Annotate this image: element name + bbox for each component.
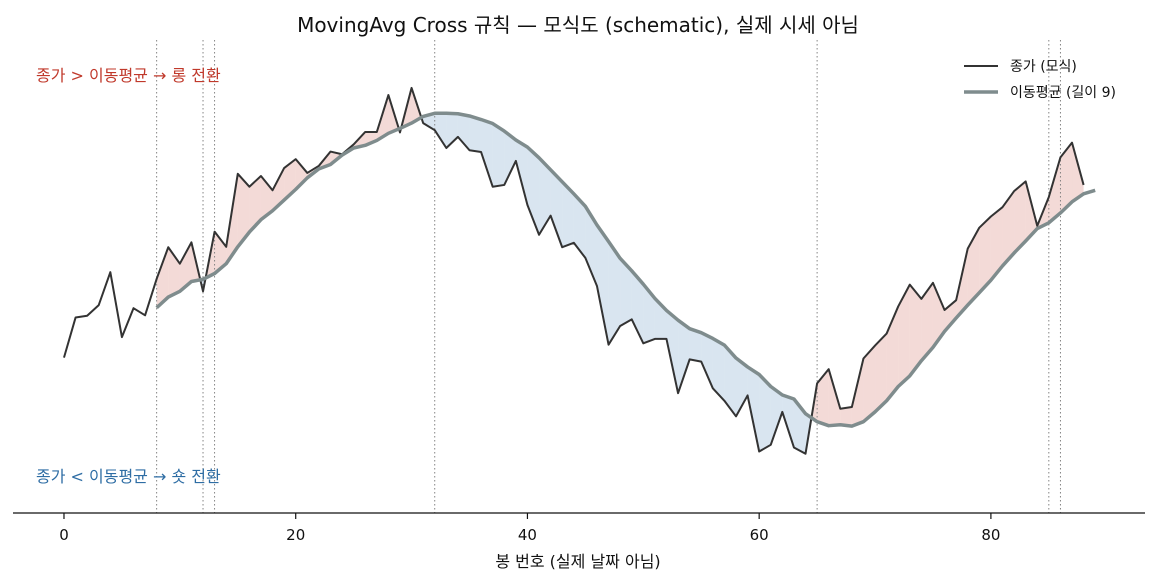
short-fill-segment [573, 193, 586, 258]
short-switch-note: 종가 < 이동평균 → 숏 전환 [36, 467, 221, 486]
series-lines [63, 86, 1096, 455]
long-fill-segment [237, 173, 250, 247]
long-fill-segment [156, 247, 169, 308]
long-fill-segment [990, 207, 1003, 281]
short-fill-segment [469, 115, 482, 153]
short-fill-segment [643, 284, 655, 344]
short-fill-segment [585, 206, 597, 286]
long-fill-segment [863, 345, 876, 422]
cross-fill-regions [156, 87, 1084, 454]
long-fill-segment [1072, 142, 1084, 202]
long-fill-segment [272, 168, 285, 211]
short-fill-segment [504, 131, 516, 185]
short-fill-segment [539, 157, 551, 235]
short-fill-segment [457, 113, 470, 151]
short-fill-segment [782, 394, 794, 448]
long-fill-segment [898, 284, 910, 387]
short-fill-segment [666, 310, 679, 394]
x-axis-ticks: 0 20 40 60 80 [59, 513, 1000, 544]
short-fill-segment [689, 328, 702, 362]
long-fill-segment [979, 216, 991, 293]
short-fill-segment [712, 338, 725, 401]
long-fill-segment [840, 407, 852, 427]
moving-average-line [155, 111, 1096, 428]
short-fill-segment [596, 224, 609, 345]
long-fill-segment [921, 282, 933, 361]
long-fill-segment [1002, 191, 1015, 266]
short-fill-segment [515, 140, 528, 205]
long-fill-segment [967, 227, 980, 306]
short-fill-segment [620, 258, 632, 326]
long-fill-segment [249, 176, 261, 233]
legend: 종가 (모식) 이동평균 (길이 9) [964, 59, 1116, 101]
short-fill-segment [736, 358, 748, 417]
short-fill-segment [724, 345, 736, 417]
chart-title: MovingAvg Cross 규칙 — 모식도 (schematic), 실제… [297, 13, 859, 37]
long-fill-segment [851, 358, 864, 427]
short-fill-segment [678, 320, 690, 394]
x-tick-label: 40 [518, 526, 537, 544]
close-price-line [63, 86, 1085, 455]
x-tick-label: 0 [59, 526, 69, 544]
long-fill-segment [365, 131, 377, 146]
long-fill-segment [817, 369, 829, 426]
short-fill-segment [527, 147, 540, 235]
long-fill-segment [179, 242, 192, 292]
long-fill-segment [875, 333, 887, 412]
long-fill-segment [1048, 157, 1061, 223]
long-switch-note: 종가 > 이동평균 → 롱 전환 [36, 66, 221, 85]
long-fill-segment [1060, 142, 1073, 213]
x-tick-label: 80 [981, 526, 1000, 544]
legend-label-ma: 이동평균 (길이 9) [1010, 85, 1116, 101]
short-fill-segment [770, 386, 783, 445]
x-axis-label: 봉 번호 (실제 날짜 아님) [495, 552, 660, 571]
short-fill-segment [492, 123, 505, 187]
long-fill-segment [886, 306, 899, 401]
short-fill-segment [434, 113, 447, 149]
short-fill-segment [562, 181, 574, 248]
long-fill-segment [295, 159, 308, 190]
short-fill-segment [701, 332, 713, 389]
long-fill-segment [214, 231, 227, 274]
long-fill-segment [909, 284, 922, 376]
legend-label-close: 종가 (모식) [1010, 59, 1077, 75]
x-tick-label: 20 [286, 526, 305, 544]
long-fill-segment [932, 282, 945, 348]
short-fill-segment [550, 169, 563, 248]
long-fill-segment [1014, 181, 1026, 254]
x-tick-label: 60 [750, 526, 769, 544]
short-fill-segment [759, 374, 771, 452]
short-fill-segment [423, 113, 435, 131]
short-fill-segment [481, 119, 493, 187]
short-fill-segment [608, 241, 621, 345]
long-fill-segment [828, 369, 841, 426]
short-fill-segment [747, 366, 760, 452]
